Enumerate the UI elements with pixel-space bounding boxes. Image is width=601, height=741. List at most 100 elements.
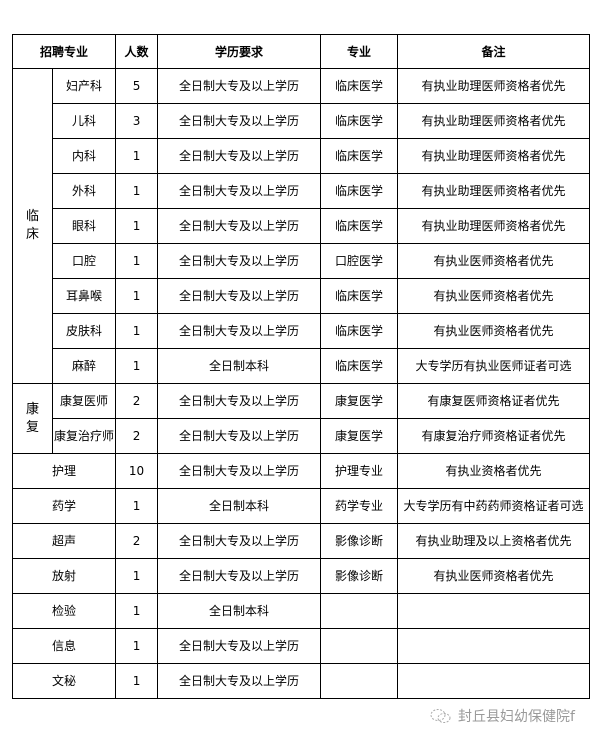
remarks-cell: 有康复治疗师资格证者优先 (397, 418, 591, 454)
count-cell: 3 (115, 103, 159, 139)
table-row: 儿科 3 全日制大专及以上学历 临床医学 有执业助理医师资格者优先 (13, 103, 591, 139)
header-major: 招聘专业 (11, 34, 117, 69)
education-cell: 全日制大专及以上学历 (157, 628, 322, 664)
table-row: 药学 1 全日制本科 药学专业 大专学历有中药药师资格证者可选 (11, 488, 591, 524)
remarks-cell: 有执业助理医师资格者优先 (397, 68, 591, 104)
table-row: 康复治疗师 2 全日制大专及以上学历 康复医学 有康复治疗师资格证者优先 (13, 418, 591, 454)
remarks-cell: 有执业医师资格者优先 (397, 243, 591, 279)
watermark: 封丘县妇幼保健院f (430, 706, 575, 726)
education-cell: 全日制大专及以上学历 (157, 663, 322, 699)
specialty-cell: 影像诊断 (320, 523, 399, 559)
count-cell: 1 (115, 348, 159, 384)
position-name: 内科 (51, 138, 117, 174)
specialty-cell: 临床医学 (320, 278, 399, 314)
remarks-cell: 有执业资格者优先 (397, 453, 591, 489)
education-cell: 全日制大专及以上学历 (157, 103, 322, 139)
count-cell: 1 (115, 663, 159, 699)
count-cell: 1 (115, 593, 159, 629)
position-name: 放射 (11, 558, 117, 594)
remarks-cell: 有执业助理及以上资格者优先 (397, 523, 591, 559)
table-row: 康 复康复医师 2 全日制大专及以上学历 康复医学 有康复医师资格证者优先 (12, 383, 591, 454)
table-row: 内科 1 全日制大专及以上学历 临床医学 有执业助理医师资格者优先 (13, 138, 591, 174)
position-name: 康复治疗师 (51, 418, 117, 454)
table-row: 信息 1 全日制大专及以上学历 (11, 628, 591, 664)
education-cell: 全日制本科 (157, 488, 322, 524)
education-cell: 全日制大专及以上学历 (157, 278, 322, 314)
remarks-cell: 有执业助理医师资格者优先 (397, 138, 591, 174)
position-name: 眼科 (51, 208, 117, 244)
table-row: 超声 2 全日制大专及以上学历 影像诊断 有执业助理及以上资格者优先 (11, 523, 591, 559)
count-cell: 1 (115, 278, 159, 314)
table-row: 护理 10 全日制大专及以上学历 护理专业 有执业资格者优先 (11, 453, 591, 489)
wechat-icon (430, 709, 451, 723)
position-name: 康复医师 (51, 383, 117, 419)
remarks-cell: 大专学历有中药药师资格证者可选 (397, 488, 591, 524)
remarks-cell: 大专学历有执业医师证者可选 (397, 348, 591, 384)
remarks-cell (397, 593, 591, 629)
header-specialty: 专业 (320, 34, 399, 69)
table-row: 文秘 1 全日制大专及以上学历 (11, 663, 591, 699)
position-name: 超声 (11, 523, 117, 559)
remarks-cell: 有执业医师资格者优先 (397, 278, 591, 314)
watermark-text: 封丘县妇幼保健院f (458, 709, 575, 725)
count-cell: 1 (115, 488, 159, 524)
position-name: 信息 (11, 628, 117, 664)
specialty-cell: 临床医学 (320, 173, 399, 209)
table-row: 检验 1 全日制本科 (11, 593, 591, 629)
remarks-cell: 有执业助理医师资格者优先 (397, 208, 591, 244)
position-name: 皮肤科 (51, 313, 117, 349)
header-count: 人数 (115, 34, 159, 69)
education-cell: 全日制大专及以上学历 (157, 243, 322, 279)
specialty-cell: 临床医学 (320, 313, 399, 349)
remarks-cell (397, 628, 591, 664)
specialty-cell: 药学专业 (320, 488, 399, 524)
position-name: 外科 (51, 173, 117, 209)
remarks-cell: 有执业助理医师资格者优先 (397, 103, 591, 139)
specialty-cell: 康复医学 (320, 418, 399, 454)
education-cell: 全日制大专及以上学历 (157, 418, 322, 454)
header-remarks: 备注 (397, 34, 591, 69)
specialty-cell: 护理专业 (320, 453, 399, 489)
position-name: 药学 (11, 488, 117, 524)
specialty-cell: 临床医学 (320, 68, 399, 104)
education-cell: 全日制本科 (157, 593, 322, 629)
education-cell: 全日制大专及以上学历 (157, 313, 322, 349)
table-row: 临 床妇产科 5 全日制大专及以上学历 临床医学 有执业助理医师资格者优先 (12, 68, 591, 384)
table-row: 外科 1 全日制大专及以上学历 临床医学 有执业助理医师资格者优先 (13, 173, 591, 209)
table-row: 耳鼻喉 1 全日制大专及以上学历 临床医学 有执业医师资格者优先 (13, 278, 591, 314)
position-name: 检验 (11, 593, 117, 629)
count-cell: 5 (115, 68, 159, 104)
header-education: 学历要求 (157, 34, 322, 69)
education-cell: 全日制大专及以上学历 (157, 208, 322, 244)
specialty-cell: 临床医学 (320, 348, 399, 384)
count-cell: 1 (115, 173, 159, 209)
education-cell: 全日制大专及以上学历 (157, 558, 322, 594)
table-row: 麻醉 1 全日制本科 临床医学 大专学历有执业医师证者可选 (13, 348, 591, 384)
position-name: 文秘 (11, 663, 117, 699)
education-cell: 全日制大专及以上学历 (157, 453, 322, 489)
position-name: 麻醉 (51, 348, 117, 384)
group-label: 临 床 (12, 68, 53, 384)
specialty-cell: 康复医学 (320, 383, 399, 419)
specialty-cell: 临床医学 (320, 103, 399, 139)
count-cell: 1 (115, 208, 159, 244)
specialty-cell (320, 628, 399, 664)
remarks-cell: 有执业医师资格者优先 (397, 313, 591, 349)
remarks-cell: 有康复医师资格证者优先 (397, 383, 591, 419)
table-row: 皮肤科 1 全日制大专及以上学历 临床医学 有执业医师资格者优先 (13, 313, 591, 349)
count-cell: 2 (115, 383, 159, 419)
remarks-cell: 有执业助理医师资格者优先 (397, 173, 591, 209)
specialty-cell: 临床医学 (320, 208, 399, 244)
position-name: 口腔 (51, 243, 117, 279)
specialty-cell: 影像诊断 (320, 558, 399, 594)
count-cell: 1 (115, 558, 159, 594)
education-cell: 全日制大专及以上学历 (157, 523, 322, 559)
table-row: 眼科 1 全日制大专及以上学历 临床医学 有执业助理医师资格者优先 (13, 208, 591, 244)
education-cell: 全日制大专及以上学历 (157, 68, 322, 104)
count-cell: 1 (115, 628, 159, 664)
count-cell: 2 (115, 523, 159, 559)
header-row: 招聘专业 人数 学历要求 专业 备注 (11, 34, 591, 69)
education-cell: 全日制大专及以上学历 (157, 383, 322, 419)
specialty-cell (320, 593, 399, 629)
position-name: 妇产科 (51, 68, 117, 104)
